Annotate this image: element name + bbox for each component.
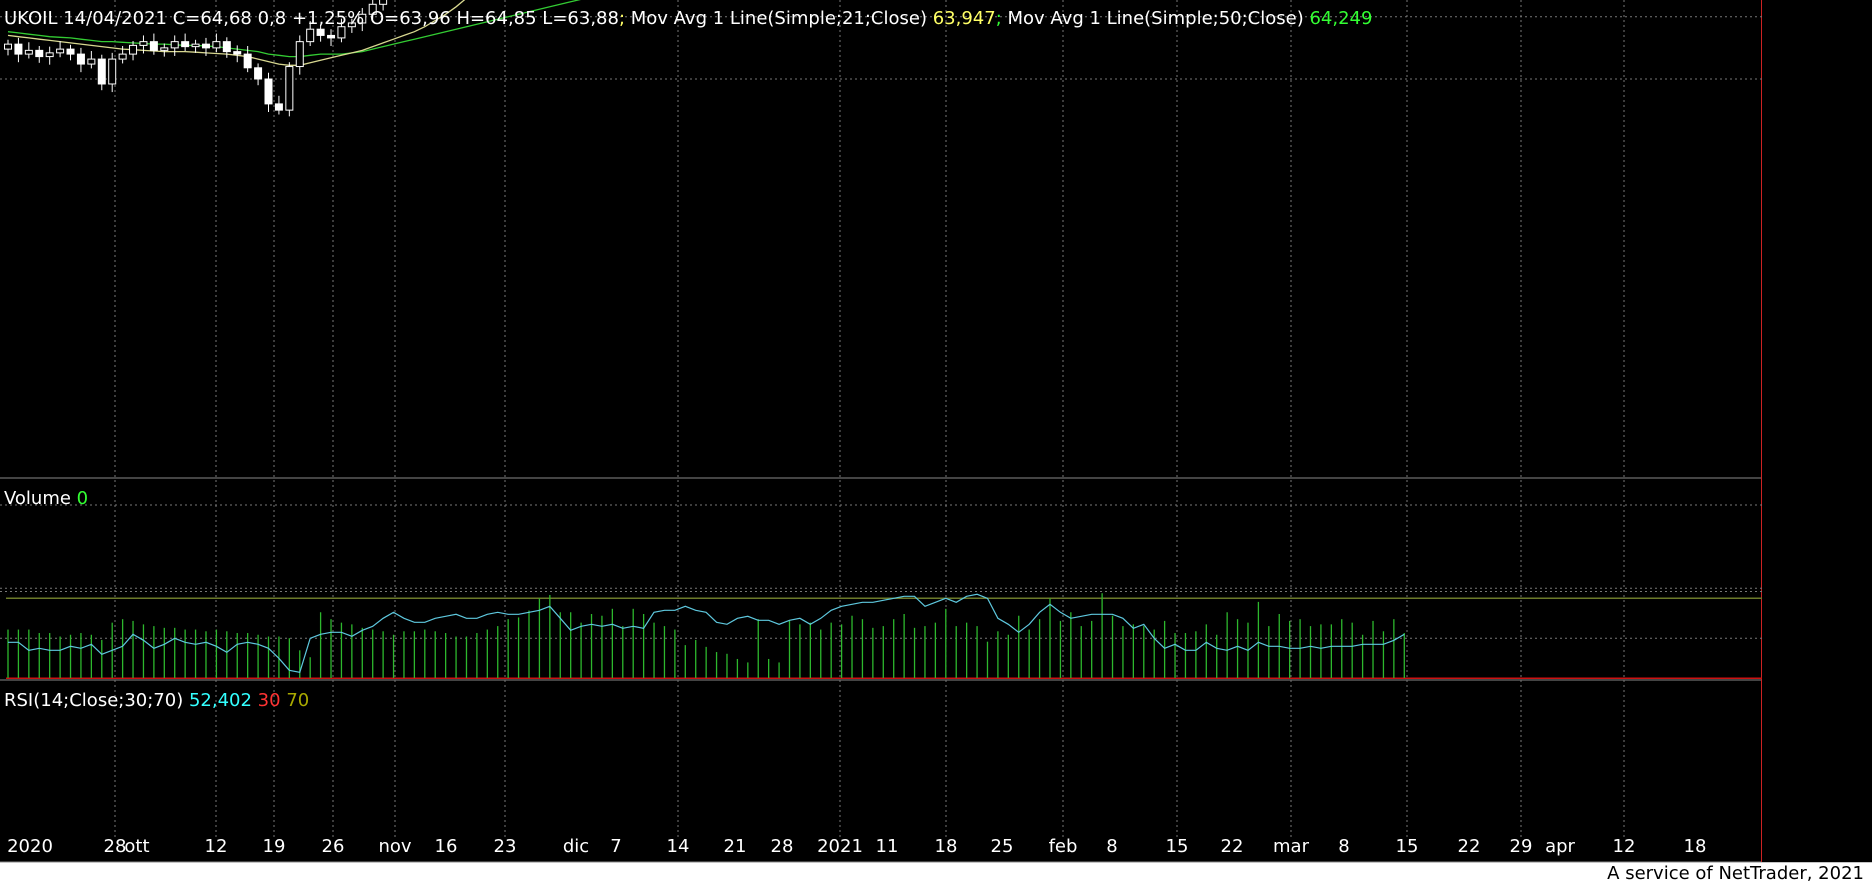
x-axis-label: 29 <box>1510 836 1533 857</box>
candle-body <box>87 58 96 65</box>
candle-body <box>4 43 12 50</box>
x-axis-label: 11 <box>876 836 899 857</box>
candle-body <box>243 53 252 69</box>
x-axis-label: 21 <box>724 836 747 857</box>
x-axis-label: ott <box>124 836 149 857</box>
x-axis-label: feb <box>1049 836 1078 857</box>
candle-body <box>139 41 148 46</box>
header-ma50-label: Mov Avg 1 Line(Simple;50;Close) <box>1008 8 1310 29</box>
header-separator: ; <box>996 8 1008 29</box>
candle-body <box>181 41 190 48</box>
rsi-line <box>8 593 1405 673</box>
axis-background <box>1762 0 1872 862</box>
header-ma21-value: 63,947 <box>933 8 996 29</box>
price-panel-header: UKOIL 14/04/2021 C=64,68 0,8 +1,25% O=63… <box>4 8 1372 29</box>
candle-body <box>24 49 33 55</box>
x-axis-label: 28 <box>104 836 127 857</box>
x-axis-label: dic <box>563 836 589 857</box>
volume-value: 0 <box>77 488 88 509</box>
x-axis-label: 18 <box>935 836 958 857</box>
x-axis-label: 12 <box>205 836 228 857</box>
candle-body <box>45 52 54 58</box>
x-axis-label: 28 <box>771 836 794 857</box>
x-axis-label: 22 <box>1458 836 1481 857</box>
x-axis-label: 26 <box>322 836 345 857</box>
rsi-low: 30 <box>258 690 287 711</box>
x-axis-label: mar <box>1273 836 1310 857</box>
candle-body <box>295 41 304 68</box>
x-axis-label: 16 <box>435 836 458 857</box>
candle-body <box>118 53 127 60</box>
x-axis-label: 2020 <box>7 836 53 857</box>
rsi-label: RSI(14;Close;30;70) <box>4 690 189 711</box>
candle-body <box>191 43 200 48</box>
volume-panel-header: Volume 0 <box>4 488 88 509</box>
x-axis-label: 14 <box>667 836 690 857</box>
candle-body <box>222 41 231 53</box>
header-symbol: UKOIL <box>4 8 63 29</box>
x-axis-label: 18 <box>1684 836 1707 857</box>
rsi-panel-header: RSI(14;Close;30;70) 52,402 30 70 <box>4 690 309 711</box>
candle-body <box>233 51 242 55</box>
rsi-value: 52,402 <box>189 690 258 711</box>
x-axis-label: apr <box>1545 836 1575 857</box>
candle-body <box>285 66 294 111</box>
candle-body <box>129 44 138 55</box>
x-axis-label: 8 <box>1338 836 1349 857</box>
x-axis-label: 22 <box>1221 836 1244 857</box>
x-axis-label: 12 <box>1613 836 1636 857</box>
header-ohlc: C=64,68 0,8 +1,25% O=63,96 H=64,85 L=63,… <box>173 8 619 29</box>
volume-label: Volume <box>4 488 77 509</box>
candle-body <box>316 28 325 36</box>
x-axis-label: 15 <box>1396 836 1419 857</box>
candle-body <box>76 53 85 65</box>
candle-body <box>149 41 158 51</box>
candle-body <box>56 48 65 54</box>
x-axis-label: 8 <box>1106 836 1117 857</box>
x-axis-label: 23 <box>494 836 517 857</box>
header-separator: ; <box>619 8 631 29</box>
candle-body <box>358 13 367 24</box>
candle-body <box>160 47 169 51</box>
candle-body <box>35 49 44 58</box>
x-axis-label: 19 <box>263 836 286 857</box>
x-axis-label: 7 <box>610 836 621 857</box>
candle-body <box>254 67 263 80</box>
header-ma50-value: 64,249 <box>1309 8 1372 29</box>
candle-body <box>306 28 315 43</box>
candle-body <box>347 22 356 28</box>
rsi-high: 70 <box>286 690 309 711</box>
candle-body <box>14 43 23 55</box>
x-axis-label: 2021 <box>817 836 863 857</box>
candle-body <box>327 34 336 39</box>
x-axis-label: 25 <box>991 836 1014 857</box>
header-date: 14/04/2021 <box>63 8 172 29</box>
footer-credit: A service of NetTrader, 2021 <box>1607 863 1864 884</box>
candle-body <box>337 26 346 39</box>
candle-body <box>97 58 106 85</box>
candle-body <box>368 3 377 15</box>
x-axis-label: nov <box>378 836 411 857</box>
candle-body <box>379 0 388 5</box>
x-axis-label: 15 <box>1166 836 1189 857</box>
header-ma21-label: Mov Avg 1 Line(Simple;21;Close) <box>631 8 933 29</box>
candle-body <box>274 103 283 111</box>
candle-body <box>212 41 221 49</box>
candle-body <box>201 43 210 49</box>
candle-body <box>170 41 179 49</box>
candle-body <box>264 78 273 105</box>
candle-body <box>66 48 75 55</box>
candle-body <box>108 58 117 85</box>
